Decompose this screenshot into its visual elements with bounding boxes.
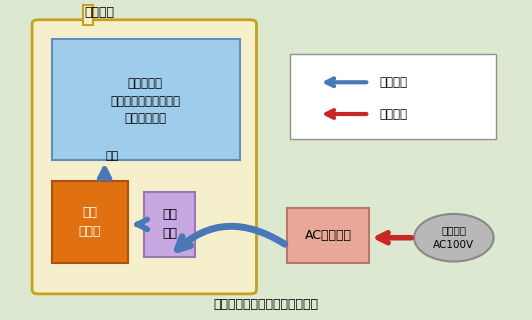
Text: （無線部，制御回路）: （無線部，制御回路）	[110, 95, 180, 108]
Circle shape	[414, 214, 494, 261]
Bar	[144, 192, 195, 257]
Text: 回路: 回路	[162, 228, 177, 240]
Text: 充電: 充電	[162, 208, 177, 221]
Bar	[290, 54, 496, 140]
Text: ACアダプタ: ACアダプタ	[304, 229, 352, 242]
Text: 給電: 給電	[106, 151, 119, 161]
Bar	[84, 4, 93, 25]
FancyBboxPatch shape	[32, 20, 256, 294]
Text: 商用電源: 商用電源	[442, 225, 467, 235]
Bar	[52, 39, 239, 160]
Text: 液晶表示など: 液晶表示など	[124, 112, 167, 125]
Bar	[52, 180, 128, 263]
Text: 図１　移動端末の電源系の構成: 図１ 移動端末の電源系の構成	[213, 298, 319, 311]
Text: 移動端末: 移動端末	[84, 6, 114, 19]
Text: 直流電力: 直流電力	[380, 76, 408, 89]
Text: AC100V: AC100V	[433, 240, 475, 250]
Bar	[287, 208, 369, 263]
Text: 本体回路部: 本体回路部	[128, 77, 163, 90]
Text: 交流電力: 交流電力	[380, 108, 408, 121]
Text: 電池: 電池	[82, 206, 97, 219]
Text: パック: パック	[79, 225, 101, 238]
